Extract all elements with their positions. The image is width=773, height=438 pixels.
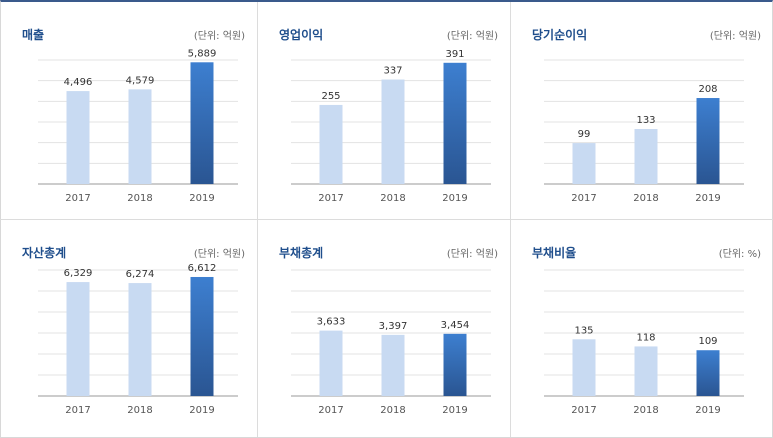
- bar-2018: [634, 346, 658, 396]
- bar-chart: 255 2017 337 2018 391 2019: [291, 49, 491, 204]
- bar-2017: [319, 330, 343, 396]
- value-label: 109: [698, 336, 717, 347]
- unit-label: (단위: 억원): [446, 31, 498, 42]
- x-tick-label: 2018: [633, 405, 658, 416]
- value-label: 3,633: [317, 317, 346, 328]
- bar-2018: [128, 89, 152, 184]
- chart-panel-3: 당기순이익 (단위: 억원) 99 2017 133 2018 208 2019: [510, 2, 773, 219]
- value-label: 5,889: [188, 48, 217, 59]
- value-label: 337: [383, 66, 402, 77]
- bar-chart: 4,496 2017 4,579 2018 5,889 2019: [38, 48, 238, 204]
- x-tick-label: 2019: [695, 193, 720, 204]
- x-tick-label: 2019: [695, 405, 720, 416]
- bar-2017: [319, 104, 343, 184]
- value-label: 133: [636, 115, 655, 126]
- x-tick-label: 2019: [442, 405, 467, 416]
- chart-title: 부채총계: [279, 246, 324, 260]
- bar-2017: [572, 339, 596, 396]
- x-tick-label: 2017: [318, 405, 343, 416]
- chart-panel-1: 매출 (단위: 억원) 4,496 2017 4,579 2018 5,889 2019: [0, 2, 257, 219]
- bar-2019: [696, 98, 720, 184]
- value-label: 99: [578, 129, 591, 140]
- chart-title: 당기순이익: [532, 28, 588, 42]
- value-label: 4,579: [126, 75, 155, 86]
- x-tick-label: 2019: [189, 405, 214, 416]
- x-tick-label: 2017: [571, 193, 596, 204]
- x-tick-label: 2018: [380, 405, 405, 416]
- value-label: 135: [574, 325, 593, 336]
- x-tick-label: 2018: [633, 193, 658, 204]
- unit-label: (단위: %): [718, 249, 761, 260]
- bar-2018: [634, 129, 658, 184]
- value-label: 6,612: [188, 263, 217, 274]
- bar-chart: 99 2017 133 2018 208 2019: [544, 59, 744, 204]
- x-tick-label: 2019: [442, 193, 467, 204]
- bar-2018: [381, 79, 405, 184]
- unit-label: (단위: 억원): [193, 249, 245, 260]
- bar-2019: [190, 62, 214, 184]
- bar-2018: [128, 283, 152, 396]
- bar-2019: [443, 333, 467, 396]
- value-label: 118: [636, 332, 655, 343]
- x-tick-label: 2017: [571, 405, 596, 416]
- value-label: 4,496: [64, 77, 93, 88]
- chart-title: 자산총계: [22, 246, 67, 260]
- bar-2017: [66, 91, 90, 184]
- unit-label: (단위: 억원): [446, 249, 498, 260]
- value-label: 6,274: [126, 269, 155, 280]
- unit-label: (단위: 억원): [193, 31, 245, 42]
- chart-panel-4: 자산총계 (단위: 억원) 6,329 2017 6,274 2018 6,612 2019: [0, 220, 257, 437]
- value-label: 208: [698, 84, 717, 95]
- x-tick-label: 2018: [127, 405, 152, 416]
- x-tick-label: 2019: [189, 193, 214, 204]
- chart-panel-5: 부채총계 (단위: 억원) 3,633 2017 3,397 2018 3,454 2019: [257, 220, 510, 437]
- unit-label: (단위: 억원): [709, 31, 761, 42]
- bar-2017: [572, 143, 596, 184]
- value-label: 6,329: [64, 268, 93, 279]
- bar-2019: [696, 350, 720, 396]
- chart-panel-6: 부채비율 (단위: %) 135 2017 118 2018 109 2019: [510, 220, 773, 437]
- bar-2019: [443, 62, 467, 184]
- bar-2019: [190, 276, 214, 396]
- bar-chart: 6,329 2017 6,274 2018 6,612 2019: [38, 263, 238, 416]
- value-label: 3,397: [379, 321, 408, 332]
- x-tick-label: 2018: [380, 193, 405, 204]
- value-label: 391: [445, 49, 464, 60]
- bar-chart: 3,633 2017 3,397 2018 3,454 2019: [291, 269, 491, 416]
- bar-chart: 135 2017 118 2018 109 2019: [544, 269, 744, 416]
- bar-2017: [66, 282, 90, 396]
- x-tick-label: 2017: [65, 405, 90, 416]
- chart-title: 매출: [22, 28, 45, 42]
- chart-title: 부채비율: [532, 246, 577, 260]
- chart-panel-2: 영업이익 (단위: 억원) 255 2017 337 2018 391 2019: [257, 2, 510, 219]
- x-tick-label: 2017: [318, 193, 343, 204]
- value-label: 255: [321, 91, 340, 102]
- x-tick-label: 2017: [65, 193, 90, 204]
- x-tick-label: 2018: [127, 193, 152, 204]
- value-label: 3,454: [441, 320, 470, 331]
- chart-title: 영업이익: [279, 28, 324, 42]
- row-divider: [0, 219, 773, 220]
- bar-2018: [381, 334, 405, 396]
